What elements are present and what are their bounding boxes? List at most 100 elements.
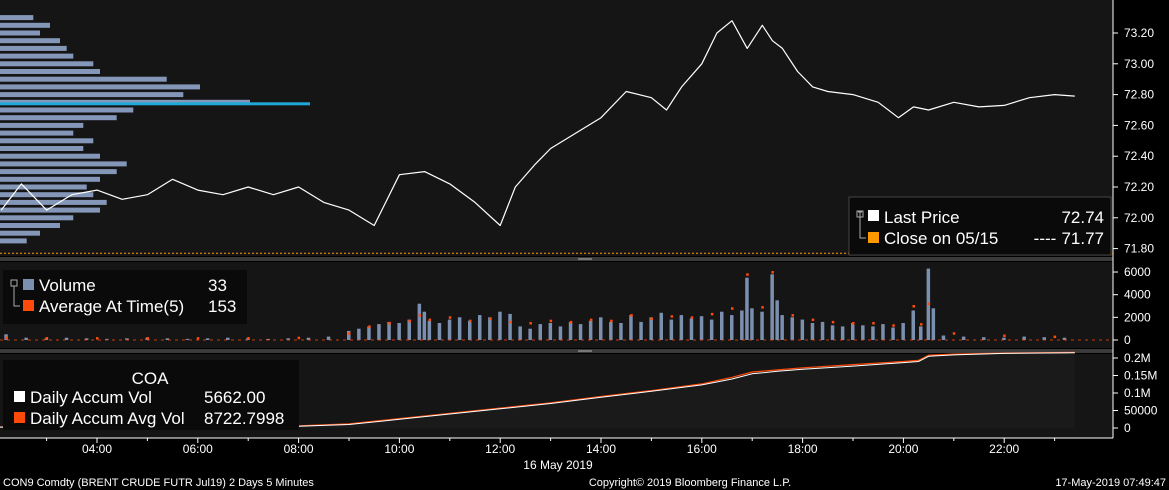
average-marker [569,320,573,324]
panel-resize-handle-bottom[interactable] [0,349,1113,353]
profile-bar [0,192,94,198]
profile-bar [0,45,67,51]
price-legend[interactable]: Last Price 72.74 Close on 05/15 ---- 71.… [848,196,1112,256]
profile-bar [0,61,94,67]
profile-bar [0,115,117,121]
average-marker [1003,334,1006,337]
close-label: Close on 05/15 [884,229,998,248]
average-marker [690,316,694,319]
volume-bar [840,326,845,340]
daily-accum-vol-line [0,352,1075,428]
average-label: Average At Time(5) [39,297,184,316]
volume-bar [891,327,895,340]
volume-bar [941,335,946,340]
average-marker [811,318,815,322]
volume-bar [478,315,482,340]
average-marker [297,336,301,340]
price-tick-label: 73.00 [1124,57,1154,71]
volume-legend[interactable]: Volume 33 Average At Time(5) 153 [3,270,247,324]
average-marker [731,307,734,310]
profile-bar [0,146,84,151]
timestamp: 17-May-2019 07:49:47 [1055,477,1166,489]
volume-bar [558,326,563,340]
time-tick-label: 20:00 [888,442,918,456]
volume-bar [599,317,603,340]
average-marker [348,332,351,335]
volume-bar [760,311,764,340]
price-tick-label: 72.00 [1124,211,1154,225]
volume-bar [286,338,290,340]
volume-tick-label: 6000 [1124,265,1151,279]
resize-grip-top[interactable] [578,258,592,260]
volume-bar [901,323,905,340]
resize-grip-bottom[interactable] [578,350,592,352]
volume-bar [770,274,774,340]
volume-bar [64,337,69,340]
volume-label: Volume [39,276,96,295]
date-label: 16 May 2019 [523,458,593,472]
volume-bar [528,328,532,340]
profile-bar [0,15,34,21]
volume-bar [629,315,633,340]
price-tick-label: 72.40 [1124,149,1154,163]
accum-legend-box [3,360,299,430]
average-value: 153 [208,297,236,316]
volume-bar [881,324,885,340]
profile-bar [0,176,100,182]
volume-bar [417,303,422,340]
volume-bar [105,338,109,340]
close-value: 71.77 [1061,229,1104,248]
bracket-icon [13,286,20,307]
copyright: Copyright© 2019 Bloomberg Finance L.P. [589,477,791,489]
average-marker [670,315,674,318]
collapse-icon[interactable] [856,210,864,218]
average-marker [418,314,422,317]
accum-legend-title: COA [132,369,170,388]
volume-bar [518,326,522,340]
volume-bar [226,337,230,340]
volume-tick-label: 0 [1124,333,1131,347]
volume-bar [578,324,583,340]
volume-bar [588,320,593,340]
volume-bar [820,321,825,340]
average-marker [146,337,149,340]
volume-bar [468,320,472,340]
volume-bar [185,338,190,340]
accum-tick-label: 0.1M [1124,386,1151,400]
time-tick-label: 10:00 [384,442,414,456]
volume-tick-label: 2000 [1124,310,1151,324]
profile-bar [0,199,107,205]
volume-bar [669,319,674,340]
time-tick-label: 04:00 [82,442,112,456]
volume-bar [568,321,573,340]
volume-bar [709,319,714,340]
profile-bar [0,53,74,59]
volume-bar [961,336,966,340]
volume-bar [851,323,855,340]
volume-bar [407,319,411,340]
last-price-label: Last Price [884,208,960,227]
profile-bar [0,223,60,228]
average-marker [610,319,613,323]
last-price-swatch [868,210,879,221]
profile-bar [0,84,200,90]
volume-bar [745,277,749,340]
volume-bar [24,337,28,340]
panel-resize-handle-top[interactable] [0,257,1113,261]
accum-tick-label: 0 [1124,421,1131,435]
close-dashes: ---- [1034,229,1057,248]
profile-bar [0,76,167,82]
average-marker [761,306,764,309]
volume-bar [165,338,170,340]
volume-bar [780,315,784,340]
volume-bar [982,337,986,340]
volume-bar [427,320,432,340]
profile-bar [0,138,94,144]
accum-legend[interactable]: COA Daily Accum Vol 5662.00 Daily Accum … [3,360,299,430]
average-marker [589,318,593,322]
volume-bar [1042,337,1046,340]
average-marker [952,332,956,335]
volume-bar [488,317,492,340]
footer-bar [0,475,1169,490]
